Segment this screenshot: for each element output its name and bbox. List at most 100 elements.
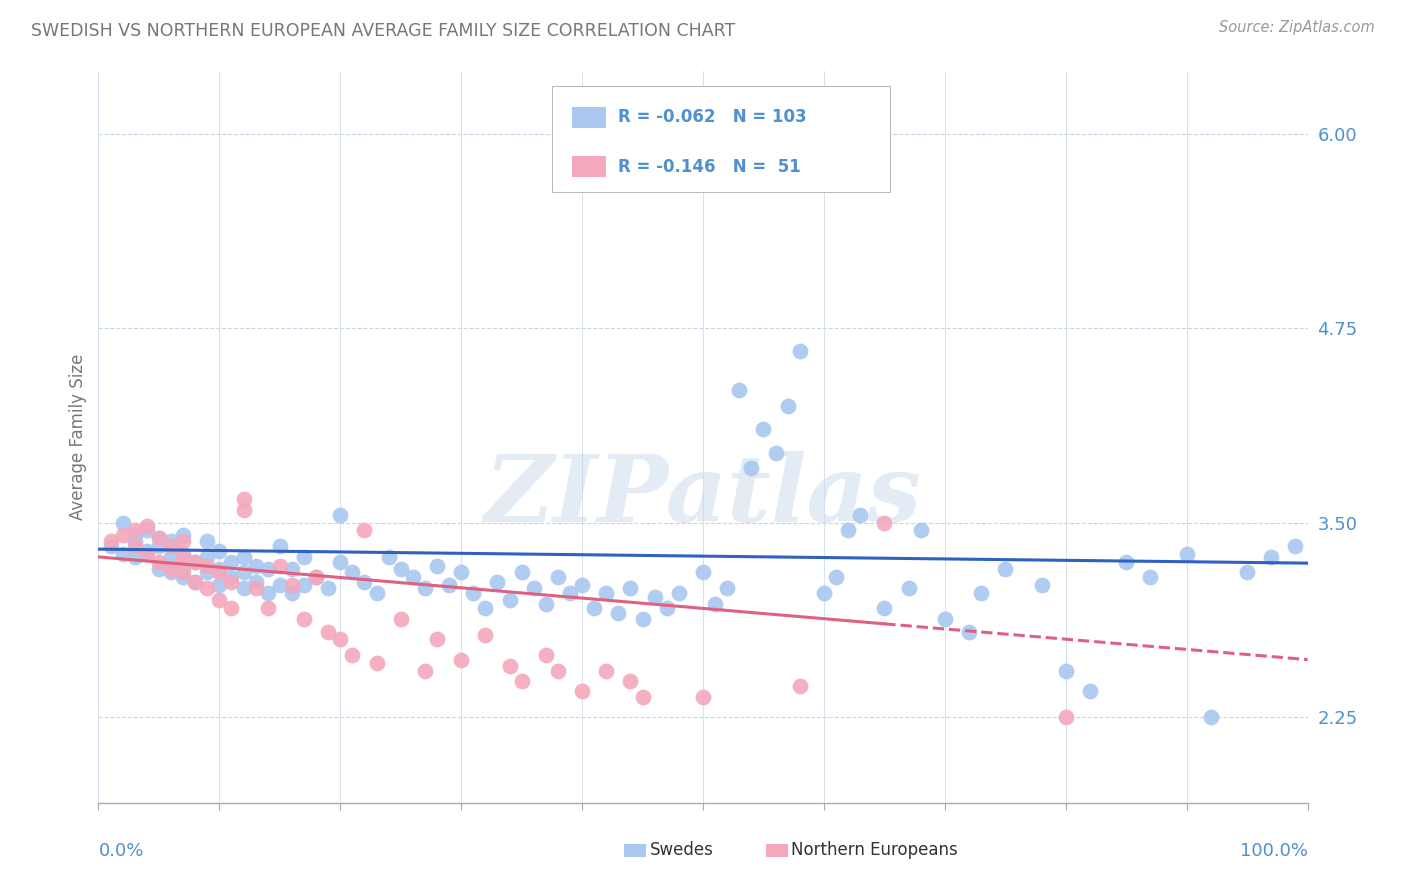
- FancyBboxPatch shape: [766, 844, 787, 857]
- Point: [172, 559, 194, 574]
- Point: [1199, 710, 1222, 724]
- Point: [1284, 539, 1306, 553]
- Point: [1054, 710, 1077, 724]
- Point: [124, 528, 146, 542]
- Point: [849, 508, 872, 522]
- Point: [269, 578, 291, 592]
- Point: [256, 601, 278, 615]
- Point: [172, 547, 194, 561]
- Point: [232, 566, 254, 580]
- Point: [789, 344, 811, 359]
- Point: [195, 534, 218, 549]
- Point: [160, 562, 183, 576]
- Point: [148, 531, 170, 545]
- Point: [510, 674, 533, 689]
- Point: [740, 461, 762, 475]
- Point: [486, 574, 509, 589]
- Point: [172, 566, 194, 580]
- Point: [221, 601, 243, 615]
- Point: [184, 555, 207, 569]
- Point: [208, 593, 231, 607]
- Point: [353, 574, 375, 589]
- Point: [668, 585, 690, 599]
- Point: [389, 562, 412, 576]
- Point: [558, 585, 581, 599]
- Point: [245, 581, 267, 595]
- Point: [631, 690, 654, 704]
- Text: R = -0.062   N = 103: R = -0.062 N = 103: [619, 108, 807, 127]
- Point: [523, 581, 546, 595]
- Point: [172, 570, 194, 584]
- Point: [450, 652, 472, 666]
- Point: [329, 632, 352, 647]
- Point: [837, 524, 859, 538]
- Point: [970, 585, 993, 599]
- Point: [184, 555, 207, 569]
- Point: [232, 503, 254, 517]
- Point: [644, 591, 666, 605]
- Point: [329, 555, 352, 569]
- Point: [305, 570, 328, 584]
- Text: Source: ZipAtlas.com: Source: ZipAtlas.com: [1219, 20, 1375, 35]
- Point: [583, 601, 606, 615]
- Point: [160, 539, 183, 553]
- Point: [402, 570, 425, 584]
- Point: [316, 581, 339, 595]
- Point: [172, 549, 194, 564]
- Point: [342, 648, 364, 662]
- FancyBboxPatch shape: [572, 107, 606, 128]
- Point: [994, 562, 1017, 576]
- Text: Swedes: Swedes: [650, 841, 714, 859]
- Point: [232, 492, 254, 507]
- Point: [813, 585, 835, 599]
- Point: [426, 632, 449, 647]
- Point: [534, 648, 557, 662]
- Point: [353, 524, 375, 538]
- Point: [474, 601, 496, 615]
- Point: [281, 578, 304, 592]
- Text: 100.0%: 100.0%: [1240, 842, 1308, 860]
- Point: [292, 578, 315, 592]
- Point: [245, 574, 267, 589]
- Point: [1031, 578, 1053, 592]
- Point: [631, 612, 654, 626]
- Point: [329, 508, 352, 522]
- Point: [957, 624, 980, 639]
- Point: [111, 528, 134, 542]
- Point: [873, 601, 896, 615]
- Point: [124, 534, 146, 549]
- Point: [366, 585, 388, 599]
- Point: [148, 539, 170, 553]
- Point: [135, 547, 157, 561]
- Point: [498, 658, 520, 673]
- Point: [124, 524, 146, 538]
- Point: [474, 628, 496, 642]
- Point: [1236, 566, 1258, 580]
- Point: [571, 683, 593, 698]
- Point: [413, 664, 436, 678]
- Point: [619, 674, 641, 689]
- Point: [208, 562, 231, 576]
- Point: [208, 578, 231, 592]
- Point: [692, 566, 714, 580]
- Point: [873, 516, 896, 530]
- Text: Northern Europeans: Northern Europeans: [792, 841, 957, 859]
- Point: [789, 679, 811, 693]
- Point: [571, 578, 593, 592]
- Point: [184, 574, 207, 589]
- Point: [619, 581, 641, 595]
- Point: [547, 570, 569, 584]
- Point: [160, 534, 183, 549]
- Point: [269, 559, 291, 574]
- Point: [776, 399, 799, 413]
- Point: [934, 612, 956, 626]
- Point: [124, 549, 146, 564]
- Point: [195, 559, 218, 574]
- Y-axis label: Average Family Size: Average Family Size: [69, 354, 87, 520]
- Point: [1175, 547, 1198, 561]
- Point: [825, 570, 848, 584]
- Point: [377, 549, 399, 564]
- Point: [1078, 683, 1101, 698]
- Point: [172, 534, 194, 549]
- Point: [607, 606, 630, 620]
